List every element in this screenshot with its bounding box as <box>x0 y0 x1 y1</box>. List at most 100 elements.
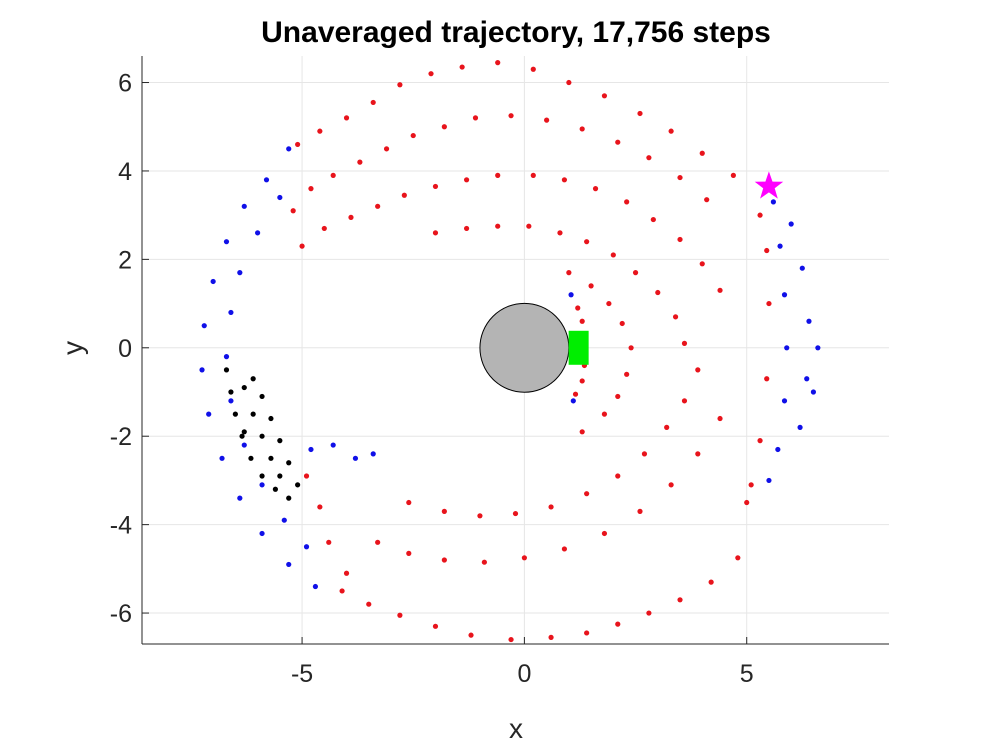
trajectory-point-red <box>699 150 705 156</box>
trajectory-point-red <box>463 225 470 232</box>
y-tick-label: 4 <box>118 158 132 186</box>
trajectory-point-blue <box>781 292 788 298</box>
trajectory-point-red <box>681 340 688 346</box>
trajectory-point-red <box>717 415 723 422</box>
trajectory-point-blue <box>199 367 205 373</box>
trajectory-point-blue <box>312 583 319 590</box>
trajectory-point-blue <box>570 398 576 404</box>
trajectory-point-red <box>624 199 630 205</box>
y-axis-label: y <box>57 341 88 355</box>
trajectory-point-blue <box>206 411 212 417</box>
trajectory-point-red <box>303 473 310 479</box>
trajectory-point-black <box>286 460 292 466</box>
start-marker <box>754 171 784 199</box>
trajectory-point-red <box>681 398 688 404</box>
trajectory-point-red <box>428 71 434 77</box>
trajectory-point-red <box>735 555 741 561</box>
trajectory-point-red <box>655 289 661 296</box>
trajectory-point-red <box>432 623 439 629</box>
y-tick-label: -6 <box>110 600 132 628</box>
trajectory-point-red <box>664 424 670 430</box>
trajectory-point-red <box>530 66 536 72</box>
trajectory-point-red <box>495 223 501 229</box>
trajectory-point-red <box>584 239 590 245</box>
trajectory-point-red <box>526 223 532 229</box>
trajectory-point-red <box>637 110 643 117</box>
y-tick-label: 6 <box>118 70 132 98</box>
trajectory-point-red <box>588 283 594 289</box>
trajectory-point-red <box>375 203 381 209</box>
trajectory-point-red <box>397 82 403 88</box>
trajectory-point-red <box>561 177 568 183</box>
trajectory-point-black <box>259 393 265 400</box>
trajectory-point-blue <box>308 446 314 453</box>
trajectory-point-red <box>441 508 447 514</box>
trajectory-point-blue <box>775 446 781 453</box>
trajectory-point-blue <box>797 424 803 430</box>
trajectory-point-black <box>277 473 283 479</box>
x-tick-label: -5 <box>291 660 313 688</box>
trajectory-point-red <box>744 499 750 506</box>
trajectory-point-red <box>326 539 332 545</box>
trajectory-point-red <box>575 305 581 311</box>
trajectory-point-black <box>277 438 283 444</box>
trajectory-point-red <box>615 393 621 400</box>
trajectory-point-blue <box>259 482 265 488</box>
trajectory-point-blue <box>201 323 207 329</box>
target-marker <box>568 330 589 365</box>
trajectory-point-red <box>477 513 483 519</box>
trajectory-point-red <box>764 376 770 382</box>
trajectory-point-red <box>764 247 770 254</box>
tick-labels: -5 0 5 -6 -4 -2 0 2 4 6 <box>110 70 754 688</box>
trajectory-point-black <box>228 389 234 395</box>
trajectory-point-black <box>239 433 245 439</box>
trajectory-point-red <box>615 139 621 145</box>
trajectory-point-black <box>250 376 256 382</box>
trajectory-point-blue <box>237 270 243 276</box>
markers <box>479 171 784 393</box>
trajectory-point-red <box>637 508 643 514</box>
trajectory-point-red <box>339 588 345 594</box>
trajectory-point-blue <box>799 265 805 271</box>
trajectory-point-red <box>366 601 372 607</box>
trajectory-point-red <box>695 451 701 457</box>
trajectory-point-red <box>650 216 656 223</box>
trajectory-point-red <box>508 113 514 119</box>
trajectory-point-black <box>286 495 292 501</box>
trajectory-point-red <box>343 115 350 121</box>
trajectory-point-red <box>321 225 327 232</box>
trajectory-point-black <box>241 429 247 435</box>
trajectory-point-black <box>241 384 247 391</box>
trajectory-point-red <box>441 557 447 563</box>
trajectory-point-black <box>259 473 265 479</box>
trajectory-point-red <box>572 391 579 397</box>
trajectory-point-red <box>397 612 403 618</box>
trajectory-point-black <box>250 411 256 417</box>
trajectory-point-blue <box>241 442 247 448</box>
y-tick-label: -2 <box>110 423 132 451</box>
trajectory-point-red <box>375 539 381 545</box>
trajectory-point-red <box>566 79 572 86</box>
trajectory-point-red <box>295 141 301 148</box>
trajectory-point-red <box>677 174 683 181</box>
trajectory-point-red <box>495 172 501 178</box>
trajectory-point-black <box>268 415 274 422</box>
trajectory-point-blue <box>810 389 817 395</box>
y-tick-label: 2 <box>118 246 132 274</box>
trajectory-point-red <box>521 555 527 561</box>
trajectory-point-blue <box>770 199 776 205</box>
trajectory-point-red <box>757 212 763 218</box>
trajectory-point-red <box>406 550 412 556</box>
trajectory-point-red <box>561 546 568 552</box>
trajectory-point-black <box>272 486 278 492</box>
trajectory-point-red <box>610 252 616 258</box>
trajectory-point-red <box>615 473 621 479</box>
trajectory-point-red <box>370 99 376 106</box>
trajectory-point-red <box>641 451 648 457</box>
trajectory-point-red <box>432 183 439 190</box>
trajectory-point-red <box>530 172 536 178</box>
y-tick-label: 0 <box>118 335 132 363</box>
trajectory-point-red <box>383 146 390 152</box>
trajectory-point-red <box>317 128 323 134</box>
